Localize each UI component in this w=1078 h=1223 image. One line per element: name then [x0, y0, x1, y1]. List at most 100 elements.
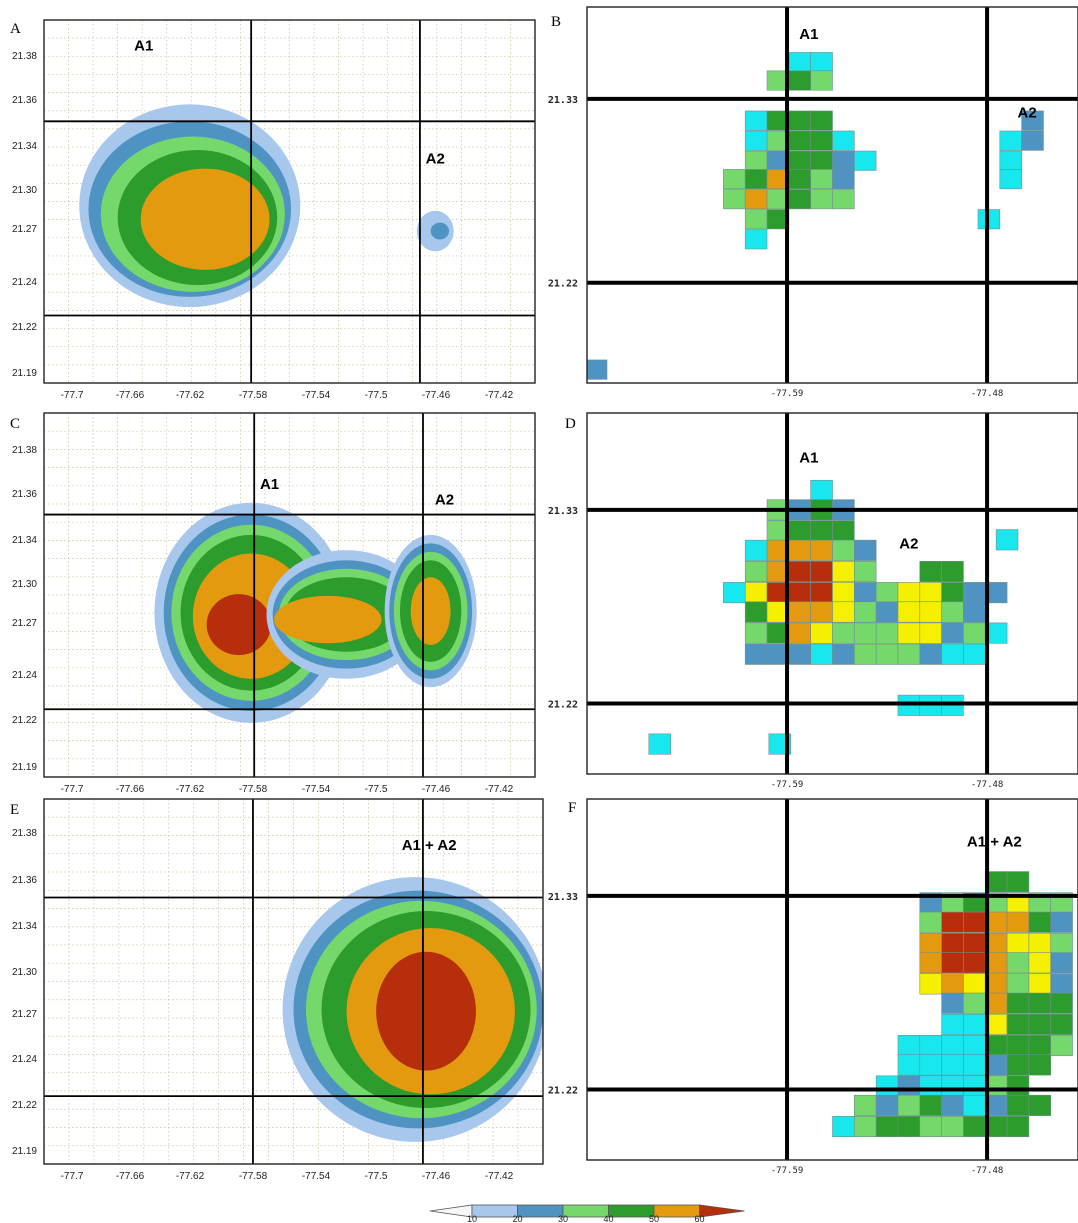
- pixel-cell-45: [963, 973, 986, 995]
- colorbar-tick-label: 20: [512, 1214, 522, 1223]
- x-tick-label: -77.5: [365, 1171, 388, 1182]
- pixel-cell-60: [963, 932, 986, 954]
- pixel-cell-30: [897, 643, 921, 665]
- pixel-cell-10: [832, 130, 855, 151]
- pixel-cell-30: [854, 601, 877, 623]
- x-tick-label: -77.46: [422, 784, 451, 795]
- pixel-cell-20: [941, 992, 964, 1014]
- y-tick-label: 21.30: [12, 967, 37, 978]
- pixel-cell-10: [810, 52, 833, 73]
- y-tick-label: 21.38: [12, 51, 37, 62]
- pixel-cell-30: [919, 1116, 942, 1138]
- pixel-cell-10: [941, 1013, 964, 1035]
- colorbar: 10 20 30 40 50 60: [429, 1204, 745, 1223]
- pixel-cell-30: [1050, 932, 1073, 954]
- pixel-cell-10: [723, 582, 746, 604]
- pixel-cell-10: [941, 1035, 964, 1057]
- pixel-cell-40: [788, 520, 811, 542]
- pixel-cell-50: [941, 973, 964, 995]
- pixel-cell-10: [919, 1035, 942, 1057]
- pixel-cell-20: [832, 150, 855, 171]
- y-tick-label: 21.24: [12, 277, 37, 288]
- pixel-cell-30: [832, 539, 855, 561]
- pixel-cell-20: [854, 582, 877, 604]
- pixel-cell-10: [963, 1013, 986, 1035]
- pixel-cell-40: [1006, 1094, 1030, 1116]
- pixel-cell-10: [788, 52, 811, 73]
- pixel-cell-30: [744, 150, 768, 171]
- pixel-cell-10: [810, 479, 833, 501]
- x-tick-label: -77.54: [302, 390, 331, 401]
- x-tick-label: -77.7: [61, 784, 84, 795]
- pixel-cell-45: [744, 582, 768, 604]
- plot-area: [587, 7, 1078, 383]
- pixel-cell-10: [744, 539, 768, 561]
- y-tick-label: 21.34: [12, 141, 37, 152]
- pixel-cell-60: [810, 582, 833, 604]
- pixel-cell-45: [919, 601, 942, 623]
- pixel-cell-60: [941, 952, 964, 974]
- pixel-cell-40: [1006, 1054, 1030, 1076]
- pixel-cell-50: [810, 539, 833, 561]
- pixel-cell-40: [1006, 1035, 1030, 1057]
- pixel-cell-40: [1006, 1116, 1030, 1138]
- cluster-label: A2: [1017, 104, 1036, 121]
- pixel-cell-40: [1050, 992, 1073, 1014]
- plot-frame: [586, 412, 1078, 775]
- pixel-cell-40: [1028, 911, 1052, 933]
- pixel-cell-30: [810, 70, 833, 91]
- pixel-cell-20: [1050, 911, 1073, 933]
- pixel-cell-30: [810, 189, 833, 210]
- pixel-cell-20: [1050, 952, 1073, 974]
- pixel-cell-45: [832, 582, 855, 604]
- pixel-cell-20: [875, 601, 899, 623]
- panel-letter: A: [10, 21, 21, 37]
- pixel-cell-10: [897, 1035, 921, 1057]
- y-tick-label: 21.30: [12, 185, 37, 196]
- y-tick-label: 21.19: [12, 762, 37, 773]
- x-tick-label: -77.42: [485, 784, 514, 795]
- cluster-label: A1: [799, 26, 818, 43]
- colorbar-tick-label: 60: [694, 1214, 704, 1223]
- x-tick-label: -77.58: [239, 784, 268, 795]
- pixel-cell-50: [1006, 911, 1030, 933]
- pixel-cell-30: [919, 911, 942, 933]
- colorbar-tick-label: 10: [467, 1214, 477, 1223]
- pixel-cell-40: [919, 560, 942, 583]
- cluster-label: A1: [134, 37, 153, 54]
- pixel-cell-40: [788, 150, 811, 171]
- pixel-cell-10: [963, 1075, 986, 1097]
- pixel-cell-20: [963, 582, 986, 604]
- pixel-cell-30: [963, 992, 986, 1014]
- plot-area: [44, 799, 543, 1164]
- pixel-cell-30: [810, 169, 833, 190]
- pixel-cell-30: [875, 622, 899, 644]
- pixel-cell-40: [1006, 1075, 1030, 1097]
- x-tick-label: -77.46: [422, 1171, 451, 1182]
- colorbar-segment: [562, 1204, 609, 1218]
- y-tick-label: 21.24: [12, 1054, 37, 1065]
- pixel-cell-40: [941, 582, 964, 604]
- x-tick-label: -77.62: [176, 1171, 205, 1182]
- x-tick-label: -77.59: [771, 780, 804, 790]
- cluster-label: A1 + A2: [967, 834, 1022, 851]
- pixel-cell-40: [1006, 871, 1030, 893]
- pixel-cell-40: [1006, 992, 1030, 1014]
- pixel-cell-40: [919, 1094, 942, 1116]
- pixel-cell-50: [919, 952, 942, 974]
- pixel-cell-50: [810, 601, 833, 623]
- x-tick-label: -77.58: [239, 1171, 268, 1182]
- y-tick-label: 21.27: [12, 618, 37, 629]
- pixel-cell-10: [995, 529, 1019, 551]
- y-tick-label: 21.30: [12, 579, 37, 590]
- pixel-cell-45: [1028, 932, 1052, 954]
- pixel-cell-20: [941, 622, 964, 644]
- panel-f: F A1 + A2 21.33 21.22 -77.59 -77.48: [548, 798, 1078, 1176]
- cluster-label: A2: [899, 536, 918, 553]
- pixel-cell-40: [1006, 1013, 1030, 1035]
- pixel-cell-30: [875, 582, 899, 604]
- pixel-cell-40: [788, 130, 811, 151]
- plot-area: [44, 413, 535, 777]
- pixel-cell-45: [897, 601, 921, 623]
- pixel-cell-30: [1050, 1035, 1073, 1057]
